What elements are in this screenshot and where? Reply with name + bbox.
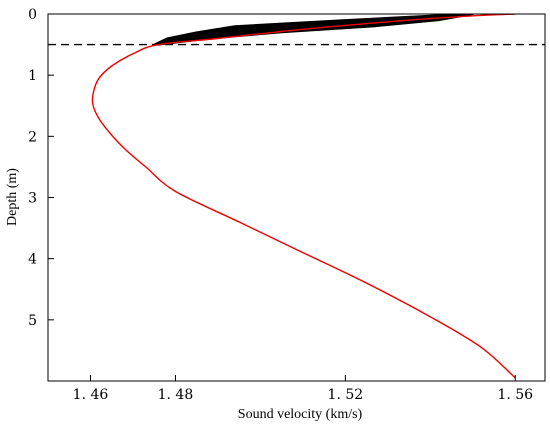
y-tick-label: 5 <box>28 313 37 329</box>
y-tick-label: 0 <box>28 7 37 23</box>
plot-layer <box>48 14 545 379</box>
y-tick-label: 1 <box>28 68 37 84</box>
x-tick-label: 1. 56 <box>497 387 533 403</box>
plot-area <box>48 14 545 379</box>
sound-velocity-profile-line-0 <box>91 14 516 379</box>
x-tick-label: 1. 52 <box>328 387 364 403</box>
y-tick-label: 2 <box>28 129 37 145</box>
x-tick-label: 1. 46 <box>73 387 109 403</box>
x-axis-label: Sound velocity (km/s) <box>238 407 363 422</box>
x-tick-label: 1. 48 <box>158 387 194 403</box>
y-tick-label: 3 <box>28 191 37 207</box>
axes-layer: 1. 46 1. 48 1. 52 1. 56 0 1 2 3 4 5 <box>28 7 546 403</box>
plot-frame <box>47 13 546 382</box>
y-axis-label: Depth (m) <box>5 168 20 226</box>
y-tick-label: 4 <box>28 252 37 268</box>
